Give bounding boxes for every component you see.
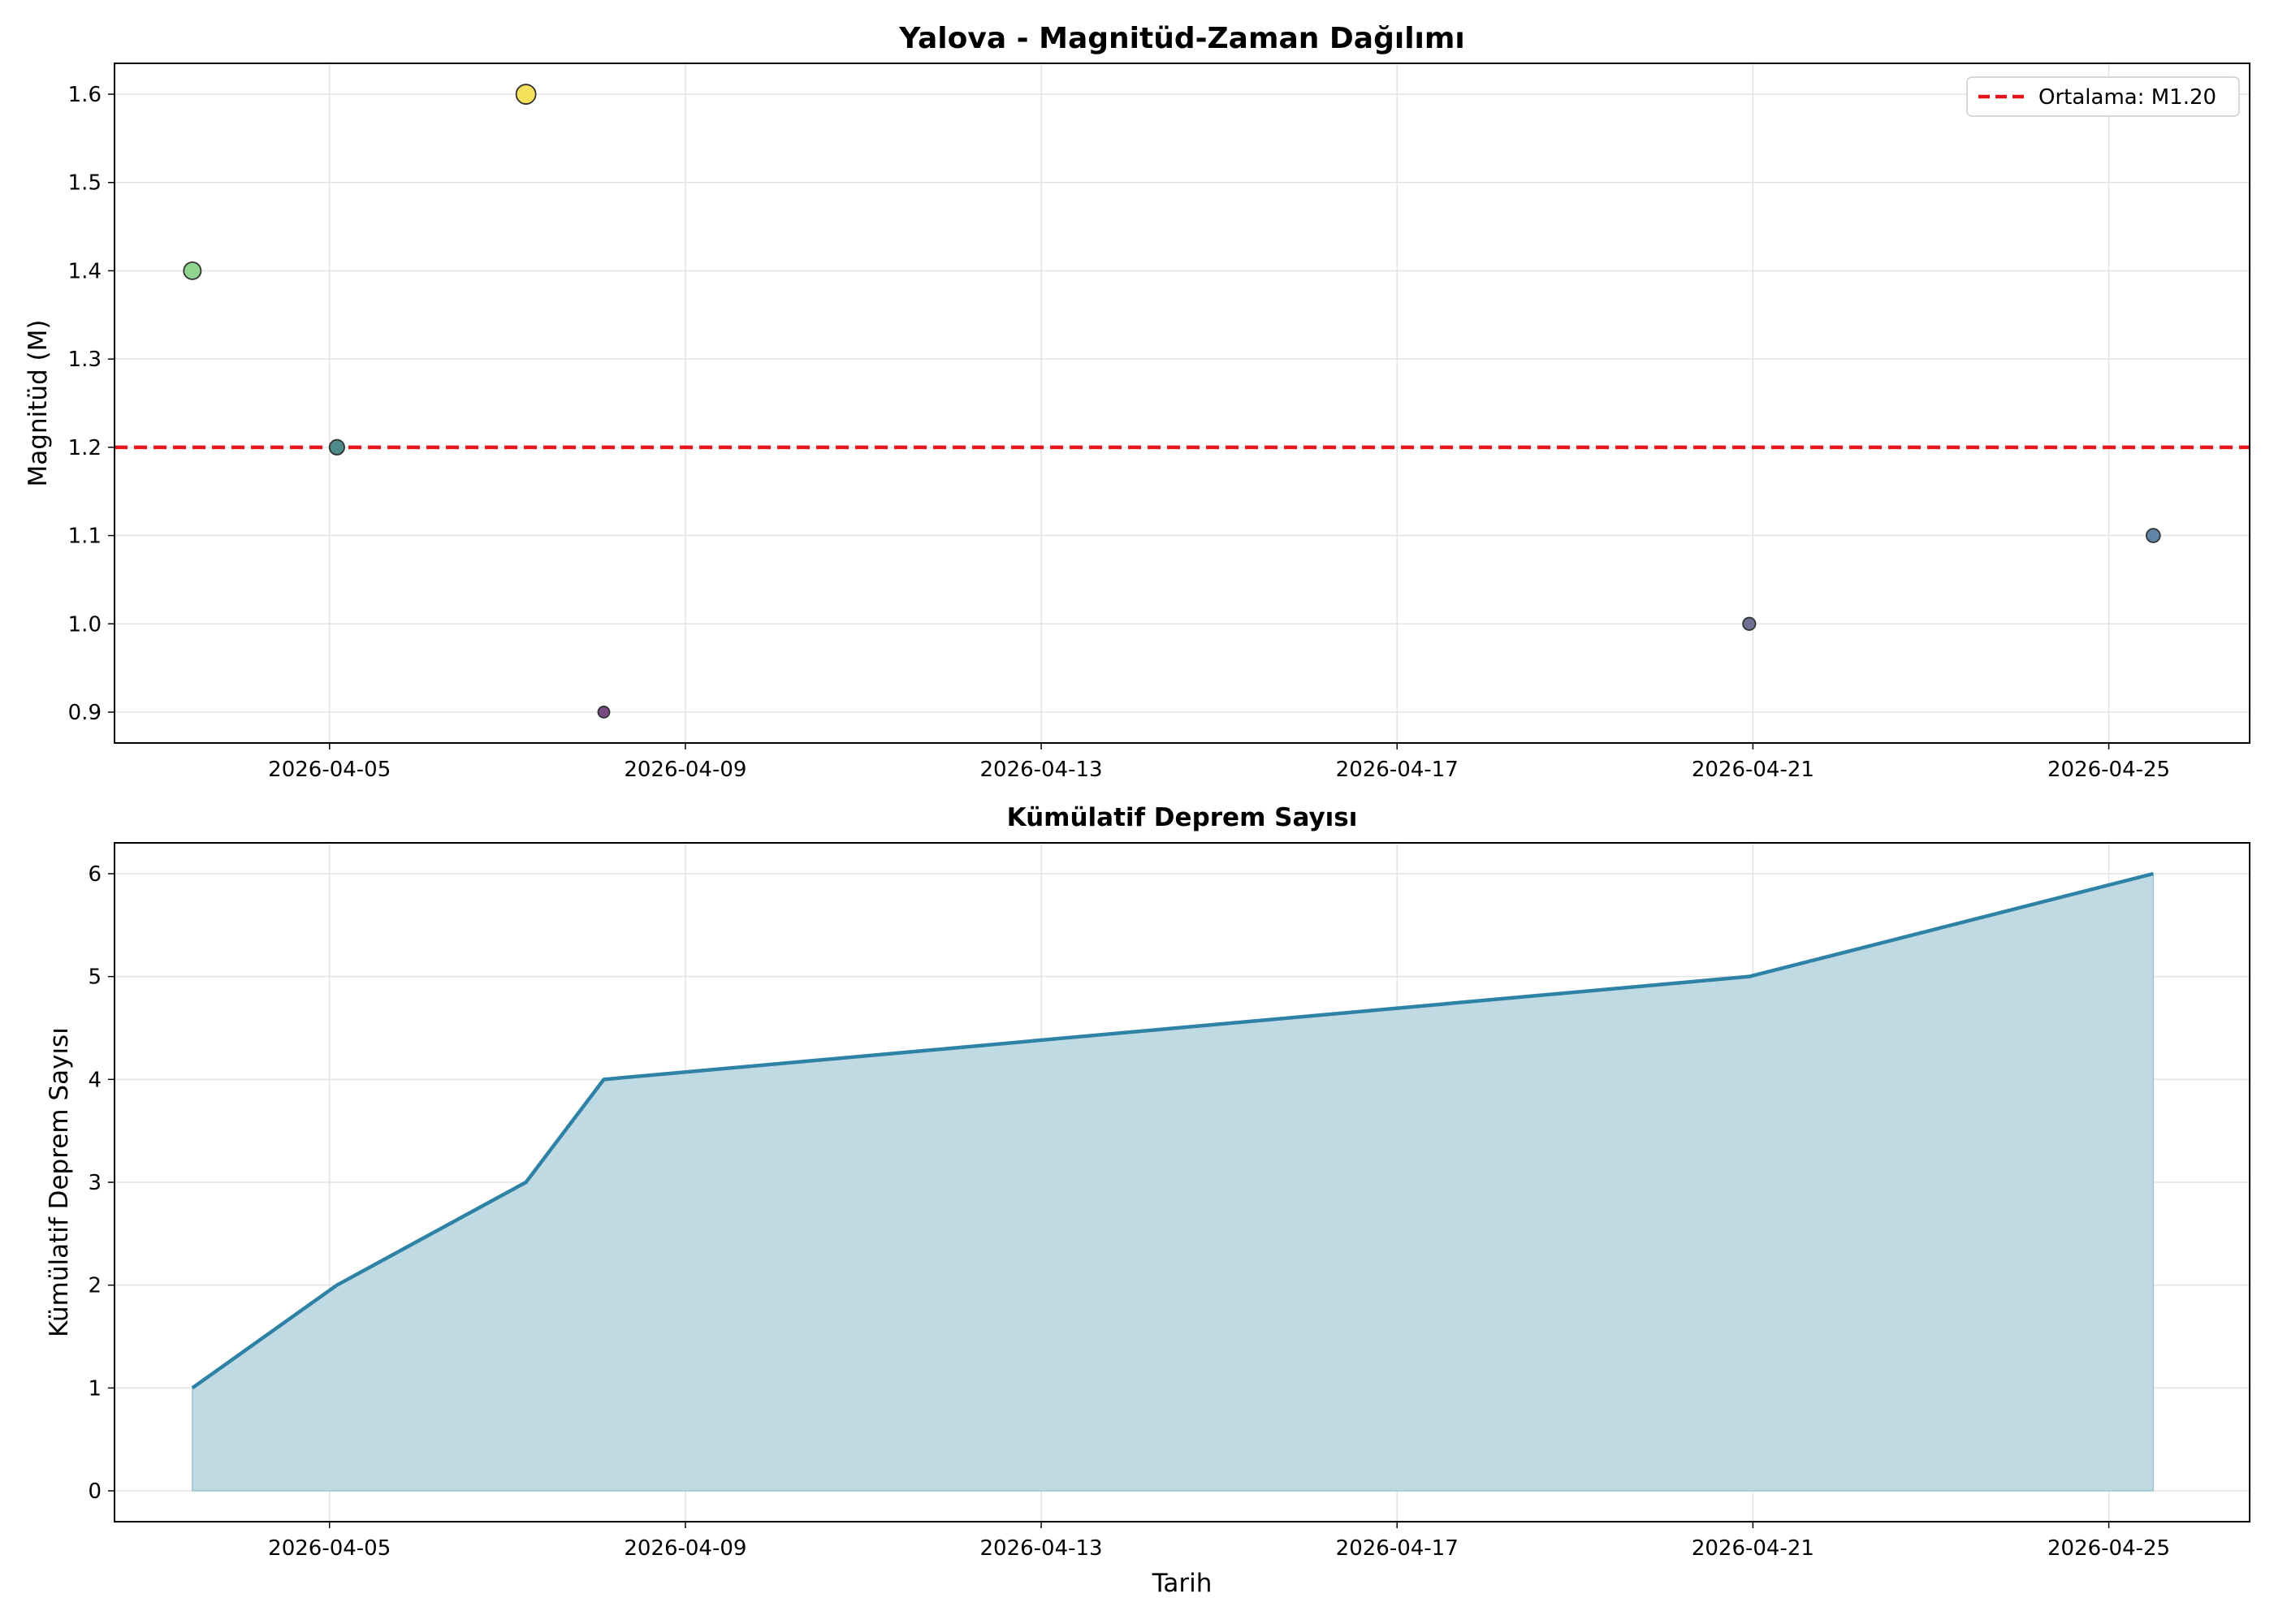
y-tick-label: 1.2 [68,436,102,460]
earthquake-point [183,261,202,280]
x-tick-label: 2026-04-25 [2047,758,2170,782]
magnitude-y-axis-label: Magnitüd (M) [24,320,53,487]
earthquake-point [515,84,537,105]
cumulative-area-series [191,871,2155,1492]
x-tick-label: 2026-04-25 [2047,1536,2170,1561]
magnitude-chart-title: Yalova - Magnitüd-Zaman Dağılımı [898,22,1464,55]
cumulative-count-panel: 2026-04-05 2026-04-09 2026-04-13 2026-04-17… [45,803,2250,1598]
magnitude-scatter-points [115,84,2250,719]
legend-box [1966,76,2240,117]
x-tick-label: 2026-04-09 [624,758,746,782]
cumulative-axis-ticks: 2026-04-05 2026-04-09 2026-04-13 2026-04-17… [88,862,2170,1561]
magnitude-legend: Ortalama: M1.20 [1966,76,2240,117]
y-tick-label: 1.1 [68,525,102,549]
legend-mean-label: Ortalama: M1.20 [2038,85,2216,110]
cumulative-line [191,871,2154,1390]
x-tick-label: 2026-04-21 [1692,1536,1814,1561]
y-tick-label: 1.5 [68,171,102,196]
cumulative-x-axis-label: Tarih [1152,1569,1213,1598]
magnitude-axes-frame [114,63,2250,744]
earthquake-point [597,706,611,719]
y-tick-label: 2 [88,1274,102,1298]
y-tick-label: 6 [88,862,102,887]
y-tick-label: 1.4 [68,259,102,283]
y-tick-label: 1.6 [68,83,102,107]
x-tick-label: 2026-04-21 [1692,758,1814,782]
y-tick-label: 4 [88,1068,102,1092]
y-tick-label: 5 [88,965,102,990]
y-tick-label: 1 [88,1376,102,1401]
cumulative-y-axis-label: Kümülatif Deprem Sayısı [45,1027,74,1337]
x-tick-label: 2026-04-17 [1336,1536,1459,1561]
x-tick-label: 2026-04-13 [980,1536,1103,1561]
y-tick-label: 0 [88,1479,102,1504]
magnitude-axis-ticks: 2026-04-05 2026-04-09 2026-04-13 2026-04-17… [68,83,2170,782]
y-tick-label: 1.3 [68,348,102,372]
earthquake-point [2146,528,2161,543]
x-tick-label: 2026-04-05 [268,1536,391,1561]
x-tick-label: 2026-04-13 [980,758,1103,782]
earthquake-point [328,438,345,456]
y-tick-label: 0.9 [68,701,102,725]
y-tick-label: 1.0 [68,612,102,637]
x-tick-label: 2026-04-05 [268,758,391,782]
x-tick-label: 2026-04-09 [624,1536,746,1561]
magnitude-time-panel: 2026-04-05 2026-04-09 2026-04-13 2026-04-17… [24,22,2250,782]
y-tick-label: 3 [88,1171,102,1195]
x-tick-label: 2026-04-17 [1336,758,1459,782]
cumulative-chart-title: Kümülatif Deprem Sayısı [1007,803,1358,832]
earthquake-point [1742,616,1757,631]
